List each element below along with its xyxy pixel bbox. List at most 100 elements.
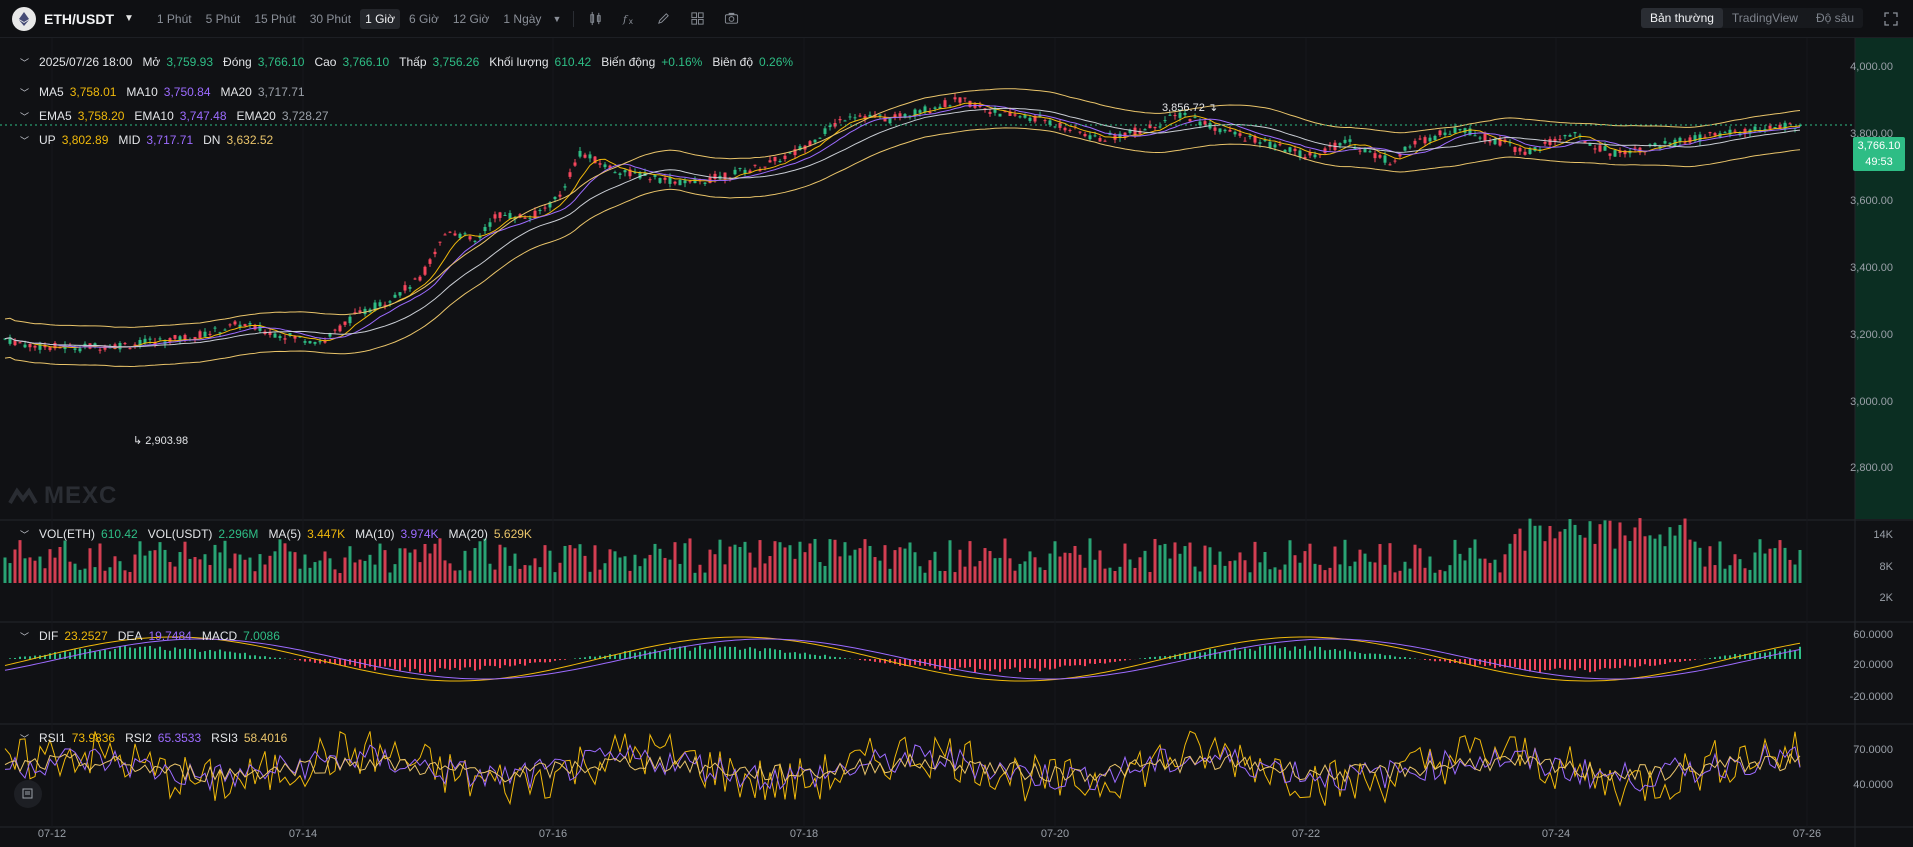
fullscreen-icon[interactable] — [1883, 11, 1899, 27]
volume-bar — [8, 563, 12, 583]
macd-bar — [1289, 650, 1291, 659]
macd-bar — [764, 648, 766, 659]
macd-bar — [369, 659, 371, 667]
candle-type-icon[interactable] — [586, 10, 604, 28]
view-tradingview[interactable]: TradingView — [1731, 11, 1798, 25]
high-label: Cao — [314, 55, 337, 69]
volume-bar — [703, 572, 707, 583]
view-basic[interactable]: Bản thường — [1640, 8, 1723, 28]
ema5-value: 3,758.20 — [77, 109, 125, 123]
collapse-ema-icon[interactable]: ﹀ — [20, 111, 30, 122]
pair-selector[interactable]: ETH/USDT — [44, 10, 114, 27]
timeframe-1d[interactable]: 1 Ngày — [503, 11, 542, 26]
volume-bar — [993, 558, 997, 583]
vol-ma5-label: MA(5) — [268, 527, 302, 541]
volume-bar — [913, 552, 917, 583]
candlestick-chart[interactable] — [0, 38, 1913, 847]
macd-bar — [869, 659, 871, 661]
candle-body — [508, 213, 512, 219]
draw-pen-icon[interactable] — [654, 10, 672, 28]
volume-bar — [1493, 559, 1497, 583]
collapse-boll-icon[interactable]: ﹀ — [20, 135, 30, 146]
camera-icon[interactable] — [722, 10, 740, 28]
volume-bar — [273, 551, 277, 583]
boll-up-label: UP — [39, 133, 56, 147]
macd-bar — [1599, 659, 1601, 670]
macd-bar — [1749, 654, 1751, 659]
volume-bar — [1058, 556, 1062, 583]
timeframe-12h[interactable]: 12 Giờ — [452, 11, 490, 26]
candle-body — [313, 342, 317, 344]
timeframe-6h[interactable]: 6 Giờ — [408, 11, 439, 26]
macd-bar — [469, 659, 471, 668]
timeframe-more-icon[interactable]: ▼ — [552, 13, 562, 24]
volume-bar — [1658, 534, 1662, 583]
volume-bar — [1333, 546, 1337, 583]
candle-body — [963, 97, 967, 99]
candle-body — [813, 139, 817, 143]
macd-bar — [1444, 659, 1446, 662]
volume-bar — [1263, 552, 1267, 583]
candle-body — [1133, 127, 1137, 136]
candle-body — [158, 338, 162, 340]
macd-bar — [299, 659, 301, 661]
candle-body — [973, 104, 977, 108]
macd-bar — [354, 659, 356, 667]
candle-body — [703, 182, 707, 184]
macd-bar — [1364, 653, 1366, 659]
macd-bar — [1754, 651, 1756, 659]
macd-bar — [1509, 659, 1511, 668]
candle-body — [1158, 126, 1162, 128]
macd-bar — [964, 659, 966, 668]
candle-body — [473, 240, 477, 242]
ema10-label: EMA10 — [134, 109, 174, 123]
volume-bar — [1478, 558, 1482, 583]
collapse-legend-icon[interactable]: ﹀ — [20, 57, 30, 68]
volume-bar — [1308, 543, 1312, 583]
timeframe-15m[interactable]: 15 Phút — [254, 11, 296, 26]
candle-body — [1168, 114, 1172, 116]
volume-bar — [1603, 520, 1607, 583]
volume-bar — [998, 557, 1002, 583]
volume-bar — [738, 547, 742, 583]
volume-bar — [418, 562, 422, 583]
rsi3-value: 58.4016 — [243, 731, 288, 745]
view-depth[interactable]: Độ sâu — [1815, 11, 1854, 25]
restore-layout-button[interactable] — [14, 780, 42, 808]
volume-bar — [983, 548, 987, 583]
macd-bar — [119, 645, 121, 659]
candle-body — [1363, 148, 1367, 153]
timeframe-30m[interactable]: 30 Phút — [309, 11, 352, 26]
candle-body — [1298, 150, 1302, 158]
chevron-down-icon[interactable]: ▼ — [124, 13, 134, 24]
volume-bar — [638, 566, 642, 583]
timeframe-selector: 1 Phút 5 Phút 15 Phút 30 Phút 1 Giờ 6 Gi… — [152, 8, 547, 29]
volume-bar — [283, 543, 287, 583]
collapse-volume-icon[interactable]: ﹀ — [20, 529, 30, 540]
macd-bar — [924, 659, 926, 666]
macd-bar — [779, 649, 781, 659]
layout-grid-icon[interactable] — [688, 10, 706, 28]
macd-bar — [1384, 655, 1386, 659]
macd-bar — [1434, 659, 1436, 662]
macd-bar — [1534, 659, 1536, 670]
macd-bar — [829, 656, 831, 659]
volume-bar — [13, 549, 17, 583]
ma10-label: MA10 — [126, 85, 158, 99]
macd-bar — [1504, 659, 1506, 668]
timeframe-5m[interactable]: 5 Phút — [205, 11, 241, 26]
candle-body — [343, 321, 347, 325]
timeframe-1h[interactable]: 1 Giờ — [360, 8, 400, 29]
macd-bar — [1374, 653, 1376, 659]
volume-bar — [1528, 518, 1532, 583]
candle-body — [233, 321, 237, 325]
macd-label: MACD — [201, 629, 238, 643]
timeframe-1m[interactable]: 1 Phút — [156, 11, 192, 26]
macd-bar — [1514, 659, 1516, 667]
candle-body — [573, 162, 577, 166]
collapse-macd-icon[interactable]: ﹀ — [20, 631, 30, 642]
collapse-ma-icon[interactable]: ﹀ — [20, 87, 30, 98]
macd-bar — [794, 652, 796, 659]
collapse-rsi-icon[interactable]: ﹀ — [20, 733, 30, 744]
